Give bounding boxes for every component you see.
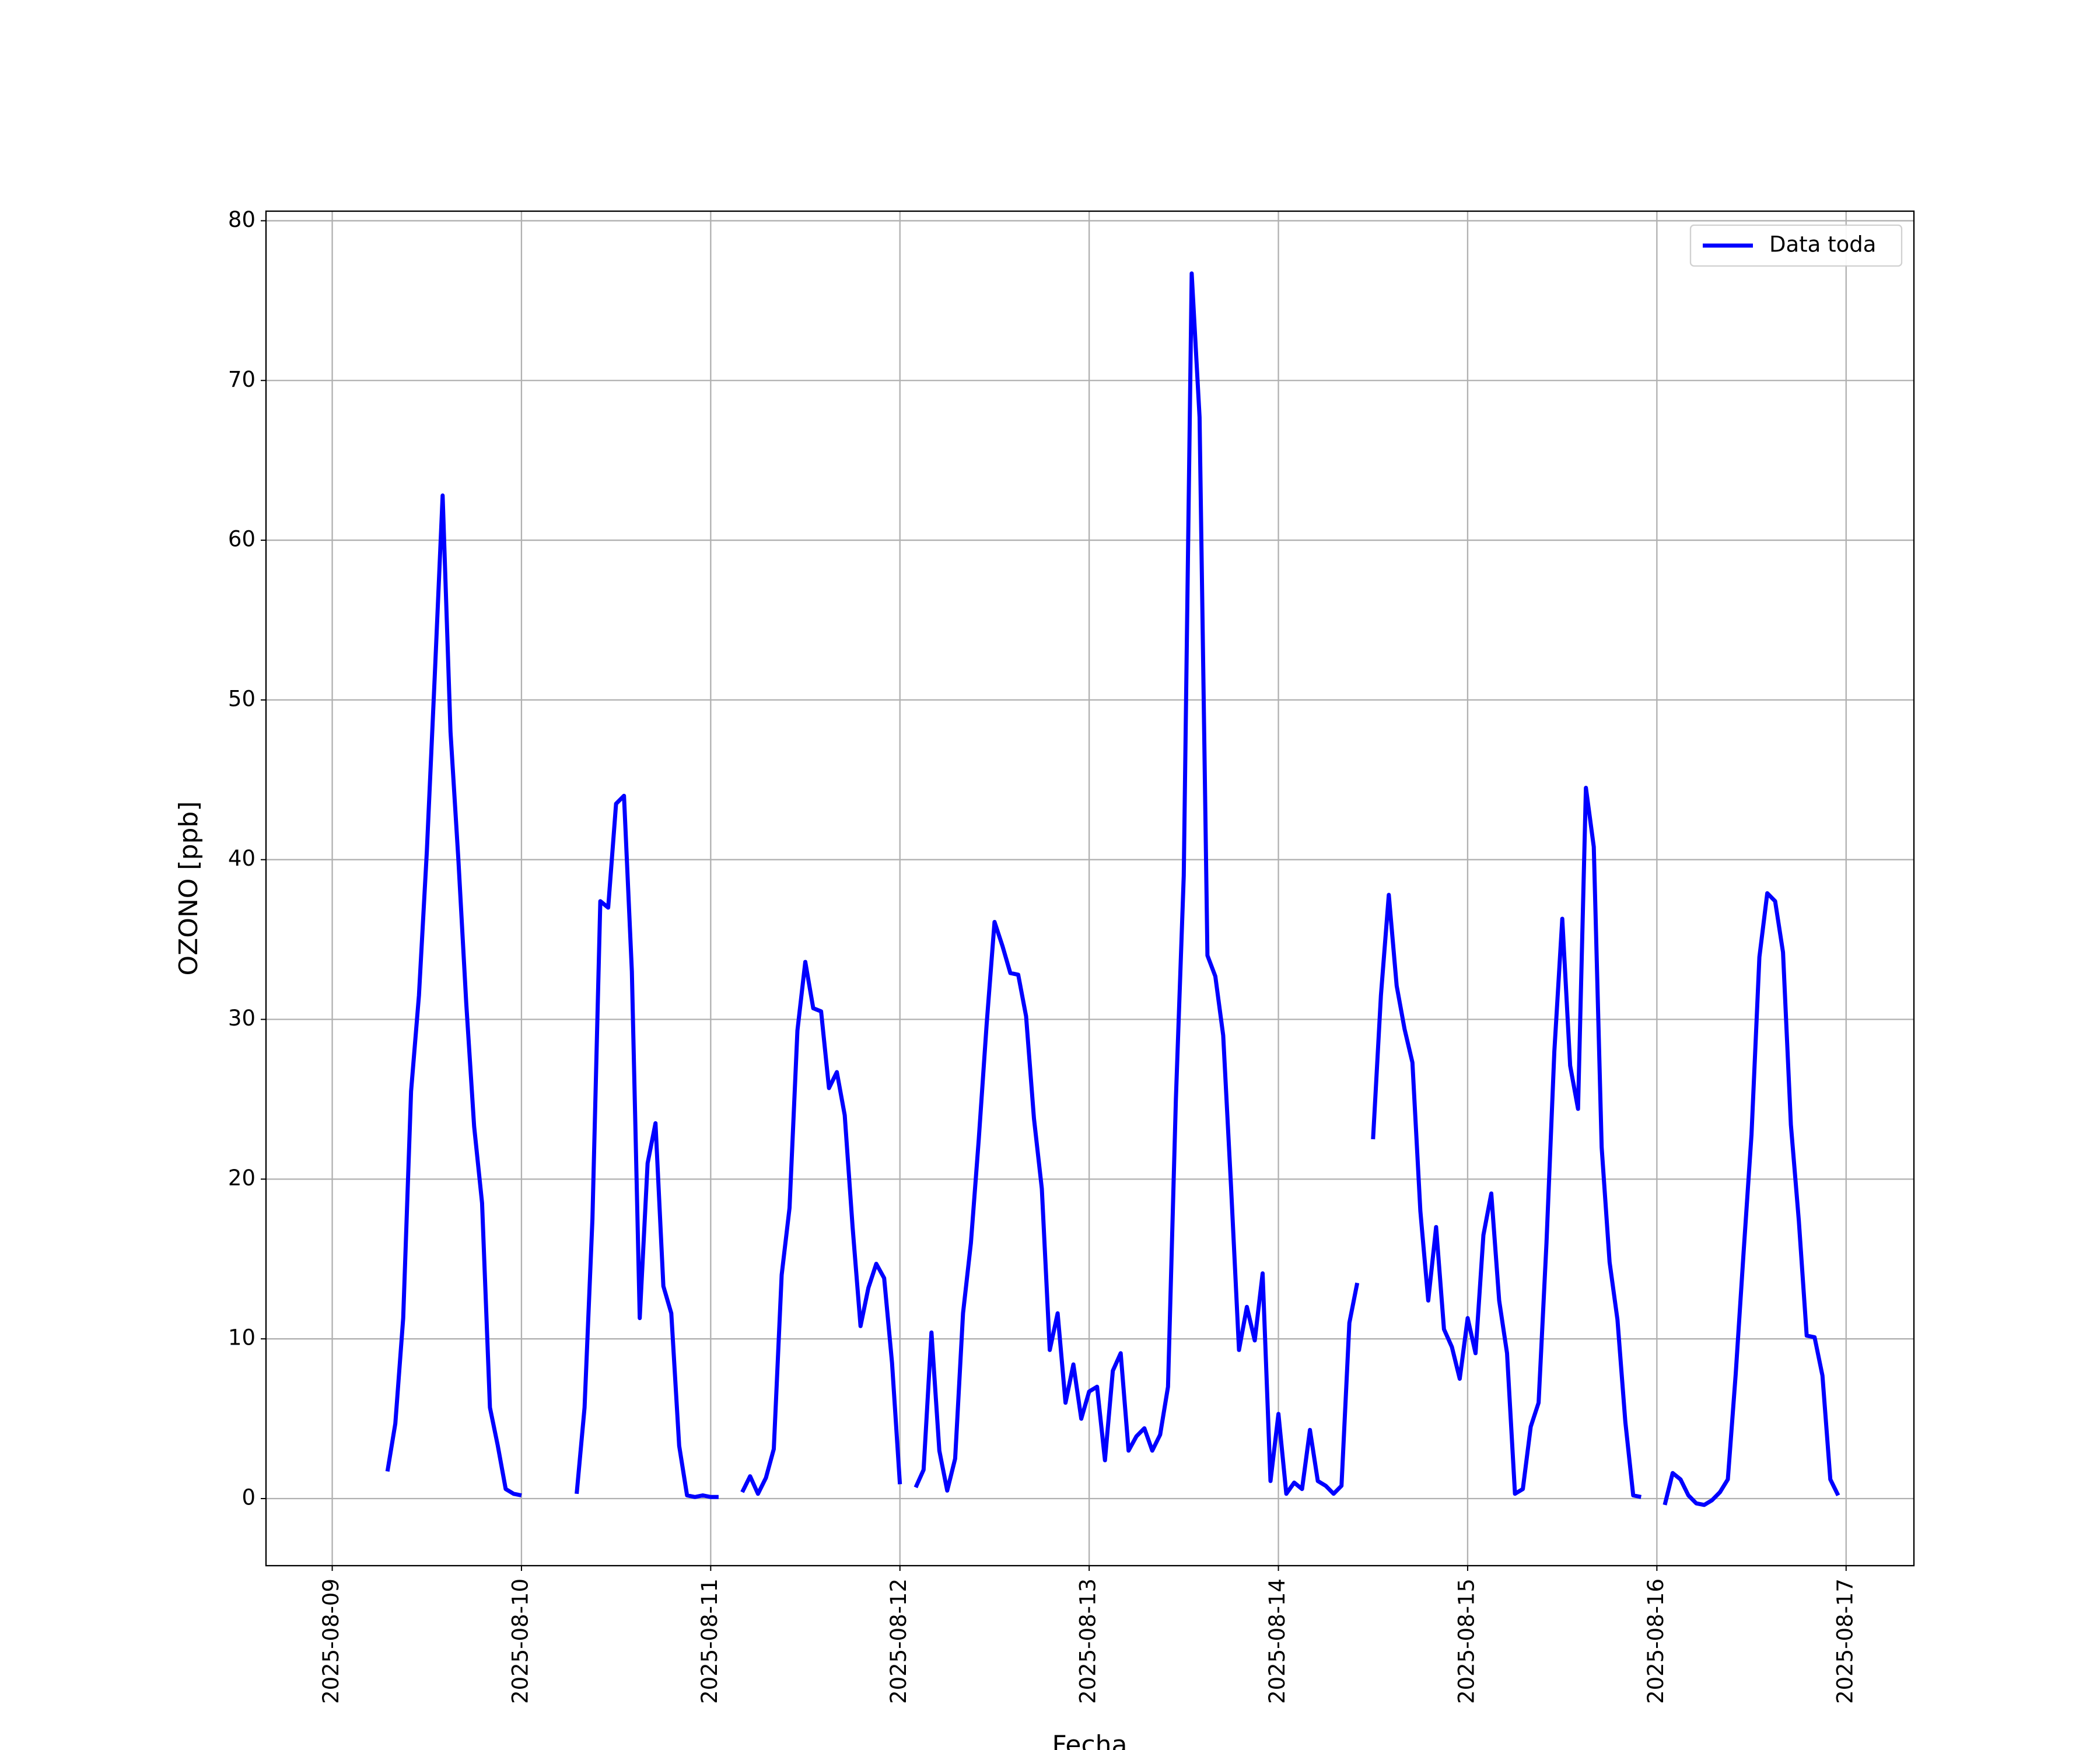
x-tick-label: 2025-08-15 xyxy=(1454,1578,1479,1704)
y-tick-label: 70 xyxy=(228,367,256,392)
legend-label: Data toda xyxy=(1769,232,1876,257)
y-axis-label: OZONO [ppb] xyxy=(174,801,204,975)
legend-box xyxy=(1689,224,1903,267)
y-tick-label: 60 xyxy=(228,527,256,552)
x-tick-label: 2025-08-10 xyxy=(508,1578,533,1704)
x-axis-label: Fecha xyxy=(1052,1730,1127,1750)
x-tick-label: 2025-08-14 xyxy=(1265,1578,1290,1704)
x-tick-label: 2025-08-16 xyxy=(1643,1578,1668,1704)
y-tick-label: 0 xyxy=(242,1485,256,1510)
x-tick-label: 2025-08-09 xyxy=(318,1578,344,1704)
x-tick-label: 2025-08-11 xyxy=(697,1578,722,1704)
y-tick-label: 50 xyxy=(228,686,256,711)
y-tick-label: 40 xyxy=(228,846,256,871)
x-tick-label: 2025-08-13 xyxy=(1076,1578,1101,1704)
y-tick-label: 10 xyxy=(228,1325,256,1350)
y-tick-label: 80 xyxy=(228,207,256,232)
y-tick-label: 30 xyxy=(228,1006,256,1031)
y-tick-label: 20 xyxy=(228,1166,256,1191)
data-line xyxy=(385,271,1840,1507)
x-tick-label: 2025-08-17 xyxy=(1832,1578,1857,1704)
x-tick-label: 2025-08-12 xyxy=(886,1578,911,1704)
plot-frame xyxy=(265,210,1915,1567)
